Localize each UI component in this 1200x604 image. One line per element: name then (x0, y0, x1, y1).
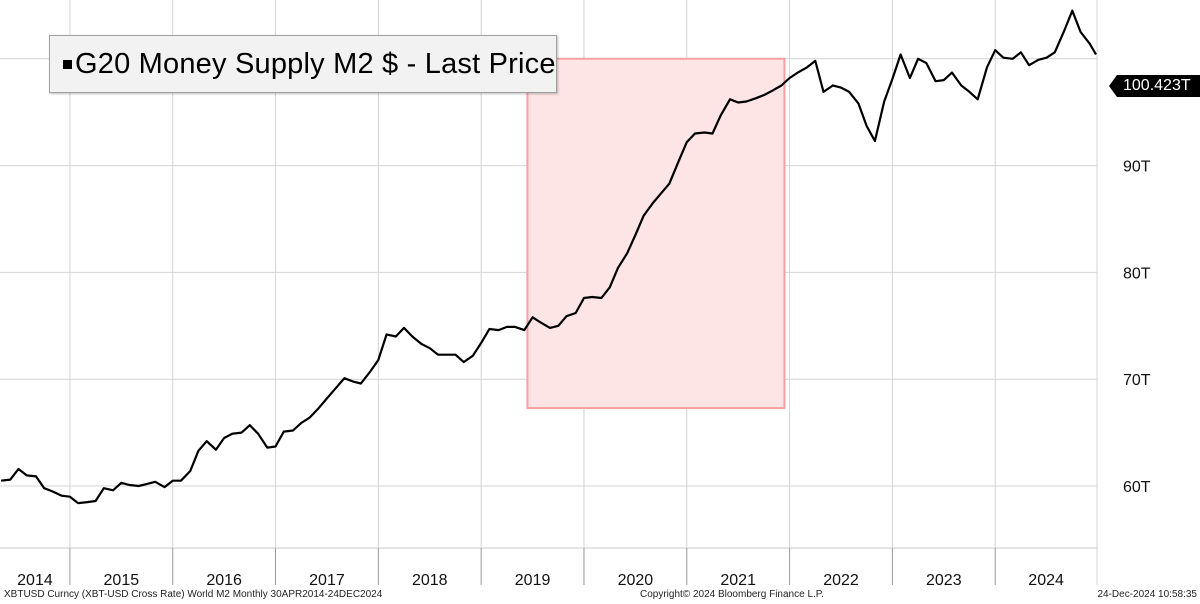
highlight-region (526, 57, 786, 410)
legend-marker (63, 59, 72, 69)
x-tick-label: 2020 (618, 572, 654, 589)
y-tick-label: 90T (1123, 159, 1151, 176)
x-tick-label: 2019 (515, 572, 551, 589)
x-tick-label: 2017 (309, 572, 345, 589)
x-tick-label: 2014 (17, 572, 53, 589)
x-tick-label: 2021 (720, 572, 756, 589)
y-tick-label: 70T (1123, 372, 1151, 389)
x-tick-label: 2024 (1028, 572, 1064, 589)
legend-label: G20 Money Supply M2 $ - Last Price (75, 47, 556, 80)
legend: G20 Money Supply M2 $ - Last Price (49, 35, 557, 93)
x-tick-label: 2018 (412, 572, 448, 589)
footer-timestamp: 24-Dec-2024 10:58:35 (1097, 589, 1197, 600)
x-tick-label: 2023 (926, 572, 962, 589)
footer-source: XBTUSD Curncy (XBT-USD Cross Rate) World… (4, 589, 383, 600)
x-axis-ticks: 2014 2015 2016 2017 2018 2019 2020 2021 2022 2023… (17, 548, 1064, 589)
footer-copyright: Copyright© 2024 Bloomberg Finance L.P. (640, 589, 824, 600)
x-tick-label: 2016 (206, 572, 242, 589)
y-tick-label: 80T (1123, 265, 1151, 282)
y-tick-label: 60T (1123, 479, 1151, 496)
x-tick-label: 2015 (104, 572, 140, 589)
x-tick-label: 2022 (823, 572, 859, 589)
last-value-label: 100.423T (1109, 75, 1200, 97)
series-line (0, 9, 1097, 505)
y-axis-ticks: 60T 70T 80T 90T (1123, 159, 1151, 496)
